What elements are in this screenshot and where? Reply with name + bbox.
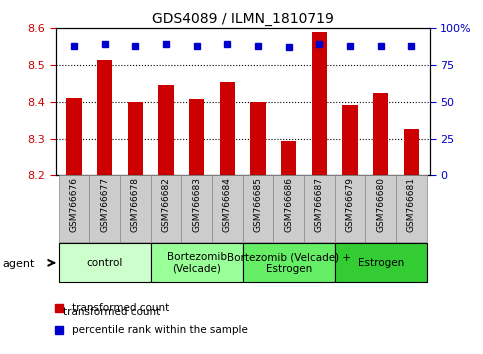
Text: control: control <box>86 258 123 268</box>
Bar <box>243 175 273 242</box>
Bar <box>281 142 297 354</box>
Bar <box>366 175 396 242</box>
Bar <box>312 32 327 354</box>
Bar <box>181 175 212 242</box>
Text: GSM766681: GSM766681 <box>407 177 416 232</box>
Text: transformed count: transformed count <box>72 303 170 313</box>
Bar <box>273 175 304 242</box>
Text: GSM766678: GSM766678 <box>131 177 140 232</box>
Text: transformed count: transformed count <box>63 307 160 316</box>
Bar <box>89 175 120 242</box>
Bar <box>189 99 204 354</box>
Text: percentile rank within the sample: percentile rank within the sample <box>72 325 248 336</box>
Text: Estrogen: Estrogen <box>357 258 404 268</box>
Text: GSM766686: GSM766686 <box>284 177 293 232</box>
Bar <box>58 243 151 282</box>
Bar <box>212 175 243 242</box>
Text: GSM766687: GSM766687 <box>315 177 324 232</box>
Bar <box>158 85 174 354</box>
Title: GDS4089 / ILMN_1810719: GDS4089 / ILMN_1810719 <box>152 12 334 26</box>
Text: agent: agent <box>2 259 35 269</box>
Bar <box>66 98 82 354</box>
Bar <box>128 102 143 354</box>
Text: GSM766682: GSM766682 <box>161 177 170 232</box>
Bar <box>58 175 89 242</box>
Bar <box>373 93 388 354</box>
Bar <box>396 175 427 242</box>
Text: GSM766677: GSM766677 <box>100 177 109 232</box>
Bar <box>335 175 366 242</box>
Bar <box>97 59 113 354</box>
Text: GSM766683: GSM766683 <box>192 177 201 232</box>
Text: Bortezomib (Velcade) +
Estrogen: Bortezomib (Velcade) + Estrogen <box>227 252 351 274</box>
Text: GSM766676: GSM766676 <box>70 177 78 232</box>
Bar <box>151 175 181 242</box>
Text: GSM766679: GSM766679 <box>346 177 355 232</box>
Bar <box>335 243 427 282</box>
Bar <box>404 129 419 354</box>
Text: GSM766685: GSM766685 <box>254 177 263 232</box>
Bar <box>243 243 335 282</box>
Text: GSM766684: GSM766684 <box>223 177 232 232</box>
Bar <box>151 243 243 282</box>
Bar <box>304 175 335 242</box>
Text: GSM766680: GSM766680 <box>376 177 385 232</box>
Text: Bortezomib
(Velcade): Bortezomib (Velcade) <box>167 252 227 274</box>
Bar <box>220 81 235 354</box>
Bar <box>342 105 358 354</box>
Bar <box>120 175 151 242</box>
Bar <box>250 102 266 354</box>
